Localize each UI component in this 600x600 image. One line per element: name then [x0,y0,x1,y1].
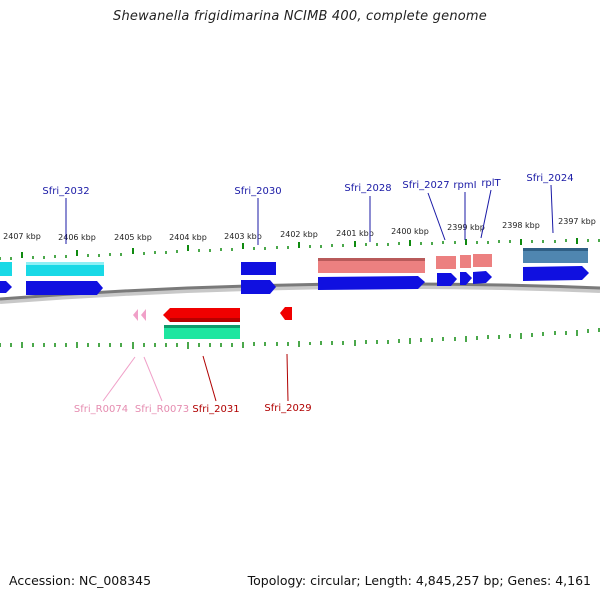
ruler-label: 2404 kbp [169,233,207,242]
ruler-labels: 2407 kbp 2406 kbp 2405 kbp 2404 kbp 2403… [3,217,596,242]
cds-arrow [460,272,472,285]
ruler-label: 2402 kbp [280,230,318,239]
cds-arrow [318,276,425,290]
accession-text: Accession: NC_008345 [9,573,152,588]
backbone-shadow [0,284,600,304]
gene-bar-sfri-2031-teal [164,325,240,339]
leader-line [427,192,446,241]
gene-label-sfri-2028: Sfri_2028 [344,183,391,194]
lower-ruler [0,328,600,349]
cds-arrow [26,281,103,295]
gene-label-rpmi: rpmI [453,180,476,191]
gene-label-sfri-r0073: Sfri_R0073 [135,404,189,415]
cds-arrow [241,280,276,294]
gene-bar-rpmi [460,255,471,268]
ruler-label: 2405 kbp [114,233,152,242]
ruler-label: 2403 kbp [224,232,262,241]
ruler-label: 2407 kbp [3,232,41,241]
gene-label-rplt: rplT [481,178,501,189]
leader-line [480,189,492,239]
ruler-label: 2398 kbp [502,221,540,230]
gene-label-sfri-2029: Sfri_2029 [264,403,311,414]
trna-arrow-sfri-r0073 [141,309,146,321]
cds-arrow [473,271,492,284]
cds-arrow [437,273,457,286]
gene-bar-sfri-2027 [436,256,456,269]
topology-summary: Topology: circular; Length: 4,845,257 bp… [247,573,591,588]
genome-title: Shewanella frigidimarina NCIMB 400, comp… [113,9,487,24]
gene-bar-left-edge [0,262,12,276]
ruler-label: 2397 kbp [558,217,596,226]
leader-line [202,355,217,402]
leader-line [143,356,163,402]
cds-arrow [523,266,589,281]
trna-arrow-sfri-r0074 [133,309,138,321]
gene-arrow-sfri-2029 [280,307,292,320]
cds-arrow [0,281,12,293]
gene-label-sfri-2031: Sfri_2031 [192,404,239,415]
leader-line [550,184,554,234]
gene-bar-sfri-2028 [318,258,425,273]
ruler-label: 2400 kbp [391,227,429,236]
leader-line [102,356,136,402]
upper-ruler [0,238,600,260]
ruler-minor-ticks [0,239,600,260]
gene-label-sfri-2032: Sfri_2032 [42,186,89,197]
ruler-label: 2401 kbp [336,229,374,238]
gene-label-sfri-2027: Sfri_2027 [402,180,449,191]
leader-line [286,353,289,402]
gene-bar-rplt [473,254,492,267]
ruler-label: 2406 kbp [58,233,96,242]
gene-label-sfri-2030: Sfri_2030 [234,186,281,197]
gene-bar-sfri-2030 [241,262,276,275]
gene-label-sfri-2024: Sfri_2024 [526,173,573,184]
ruler-label: 2399 kbp [447,223,485,232]
gene-bar-sfri-2032 [26,262,104,276]
gene-label-sfri-r0074: Sfri_R0074 [74,404,128,415]
gene-bar-sfri-2024 [523,248,588,263]
